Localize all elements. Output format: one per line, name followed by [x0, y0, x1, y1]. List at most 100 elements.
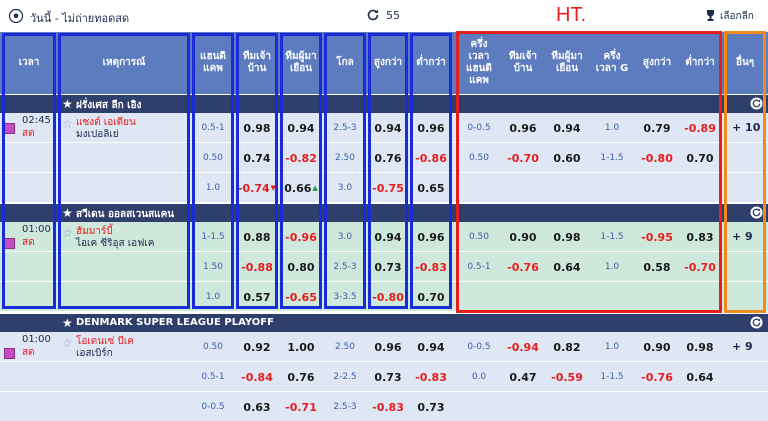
away-team[interactable]: ไอเค ซีริอุส เอฟเค — [76, 238, 155, 249]
over-odds-cell[interactable]: -0.80 — [368, 282, 408, 312]
ht-under-odds-cell[interactable]: -0.70 — [680, 252, 720, 282]
league-select-button[interactable]: เลือกลีก — [720, 11, 754, 22]
under-odds-cell[interactable]: 0.70 — [410, 282, 452, 312]
home-team[interactable]: ฮัมมาร์บี้ — [76, 226, 113, 237]
odds-value[interactable]: 0.96 — [509, 121, 537, 135]
odds-value[interactable]: -0.95 — [641, 230, 673, 244]
odds-value[interactable]: 0.83 — [686, 230, 714, 244]
ht-home-odds-cell[interactable]: 0.90 — [502, 222, 544, 252]
odds-value[interactable]: 0.70 — [686, 151, 714, 165]
star-icon[interactable]: ★ — [62, 316, 73, 330]
odds-value[interactable]: 0.70 — [417, 290, 445, 304]
odds-value[interactable]: -0.76 — [641, 370, 673, 384]
odds-value[interactable]: 0.64 — [553, 260, 581, 274]
league-bar[interactable]: ★ ฝรั่งเศส ลีก เอิง — [0, 95, 768, 113]
star-icon[interactable]: ★ — [62, 97, 73, 111]
odds-value[interactable]: 0.74 — [243, 151, 271, 165]
odds-value[interactable]: -0.71 — [285, 400, 317, 414]
ht-away-odds-cell[interactable]: 0.64 — [546, 252, 588, 282]
ht-over-odds-cell[interactable]: 0.90 — [636, 332, 678, 362]
odds-value[interactable]: -0.65 — [285, 290, 317, 304]
ht-away-odds-cell[interactable]: -0.59 — [546, 362, 588, 392]
ht-away-odds-cell[interactable]: 0.82 — [546, 332, 588, 362]
refresh-icon[interactable] — [366, 8, 380, 22]
home-odds-cell[interactable]: -0.88 — [236, 252, 278, 282]
odds-value[interactable]: -0.96 — [285, 230, 317, 244]
away-team[interactable]: มงเปอลิเย่ — [76, 129, 119, 140]
over-odds-cell[interactable]: 0.94 — [368, 222, 408, 252]
ht-away-odds-cell[interactable]: 0.98 — [546, 222, 588, 252]
league-bar[interactable]: ★ DENMARK SUPER LEAGUE PLAYOFF — [0, 314, 768, 332]
match-teams[interactable]: แซงต์ เอเตียน มงเปอลิเย่ — [76, 117, 136, 141]
odds-value[interactable]: 0.98 — [243, 121, 271, 135]
away-odds-cell[interactable]: -0.65 — [280, 282, 322, 312]
odds-value[interactable]: 0.64 — [686, 370, 714, 384]
over-odds-cell[interactable]: 0.76 — [368, 143, 408, 173]
odds-value[interactable]: 0.96 — [417, 121, 445, 135]
odds-value[interactable]: -0.82 — [285, 151, 317, 165]
odds-value[interactable]: 0.90 — [509, 230, 537, 244]
ht-over-odds-cell[interactable]: -0.76 — [636, 362, 678, 392]
over-odds-cell[interactable]: -0.75 — [368, 173, 408, 203]
odds-value[interactable]: 0.66 — [284, 181, 312, 195]
odds-value[interactable]: -0.83 — [415, 370, 447, 384]
odds-value[interactable]: 0.73 — [374, 370, 402, 384]
odds-value[interactable]: 0.79 — [643, 121, 671, 135]
odds-value[interactable]: -0.84 — [241, 370, 273, 384]
odds-value[interactable]: 0.80 — [287, 260, 315, 274]
odds-value[interactable]: 0.94 — [417, 340, 445, 354]
odds-value[interactable]: -0.70 — [684, 260, 716, 274]
odds-value[interactable]: 0.73 — [374, 260, 402, 274]
away-odds-cell[interactable]: -0.96 — [280, 222, 322, 252]
home-team[interactable]: โอเดนเซ่ บีเค — [76, 336, 134, 347]
refresh-icon[interactable] — [750, 206, 763, 219]
away-odds-cell[interactable]: 0.94 — [280, 113, 322, 143]
ht-under-odds-cell[interactable]: -0.89 — [680, 113, 720, 143]
odds-value[interactable]: -0.74 — [237, 181, 270, 195]
odds-value[interactable]: 0.65 — [417, 181, 445, 195]
odds-value[interactable]: 0.94 — [374, 230, 402, 244]
under-odds-cell[interactable]: -0.83 — [410, 362, 452, 392]
odds-value[interactable]: 0.96 — [417, 230, 445, 244]
over-odds-cell[interactable]: 0.73 — [368, 252, 408, 282]
odds-value[interactable]: 0.58 — [643, 260, 671, 274]
over-odds-cell[interactable]: 0.96 — [368, 332, 408, 362]
ht-away-odds-cell[interactable]: 0.94 — [546, 113, 588, 143]
ht-away-odds-cell[interactable]: 0.60 — [546, 143, 588, 173]
odds-value[interactable]: 0.98 — [686, 340, 714, 354]
odds-value[interactable]: -0.75 — [372, 181, 404, 195]
home-odds-cell[interactable]: 0.63 — [236, 392, 278, 421]
ht-over-odds-cell[interactable]: 0.58 — [636, 252, 678, 282]
away-odds-cell[interactable]: -0.82 — [280, 143, 322, 173]
star-icon[interactable]: ★ — [62, 206, 73, 220]
favorite-star-icon[interactable]: ☆ — [62, 226, 73, 240]
ht-over-odds-cell[interactable]: -0.95 — [636, 222, 678, 252]
odds-value[interactable]: -0.76 — [507, 260, 539, 274]
stats-icon[interactable] — [4, 348, 15, 359]
ht-over-odds-cell[interactable]: -0.80 — [636, 143, 678, 173]
odds-value[interactable]: 0.82 — [553, 340, 581, 354]
under-odds-cell[interactable]: 0.96 — [410, 222, 452, 252]
ht-home-odds-cell[interactable]: -0.76 — [502, 252, 544, 282]
ht-home-odds-cell[interactable]: -0.70 — [502, 143, 544, 173]
under-odds-cell[interactable]: -0.86 — [410, 143, 452, 173]
home-odds-cell[interactable]: -0.74 ▼ — [236, 173, 278, 203]
favorite-star-icon[interactable]: ☆ — [62, 336, 73, 350]
ht-home-odds-cell[interactable]: -0.94 — [502, 332, 544, 362]
odds-value[interactable]: 0.76 — [374, 151, 402, 165]
away-odds-cell[interactable]: 0.66 ▲ — [280, 173, 322, 203]
odds-value[interactable]: 0.63 — [243, 400, 271, 414]
favorite-star-icon[interactable]: ☆ — [62, 117, 73, 131]
odds-value[interactable]: 0.88 — [243, 230, 271, 244]
odds-value[interactable]: -0.86 — [415, 151, 447, 165]
refresh-icon[interactable] — [750, 97, 763, 110]
home-odds-cell[interactable]: 0.74 — [236, 143, 278, 173]
home-odds-cell[interactable]: 0.92 — [236, 332, 278, 362]
ht-under-odds-cell[interactable]: 0.83 — [680, 222, 720, 252]
odds-value[interactable]: 1.00 — [287, 340, 315, 354]
more-bets-link[interactable]: + 9 — [732, 230, 753, 243]
odds-value[interactable]: 0.60 — [553, 151, 581, 165]
odds-value[interactable]: -0.89 — [684, 121, 716, 135]
league-bar[interactable]: ★ สวีเดน ออลสเวนสแคน — [0, 204, 768, 222]
refresh-icon[interactable] — [750, 316, 763, 329]
